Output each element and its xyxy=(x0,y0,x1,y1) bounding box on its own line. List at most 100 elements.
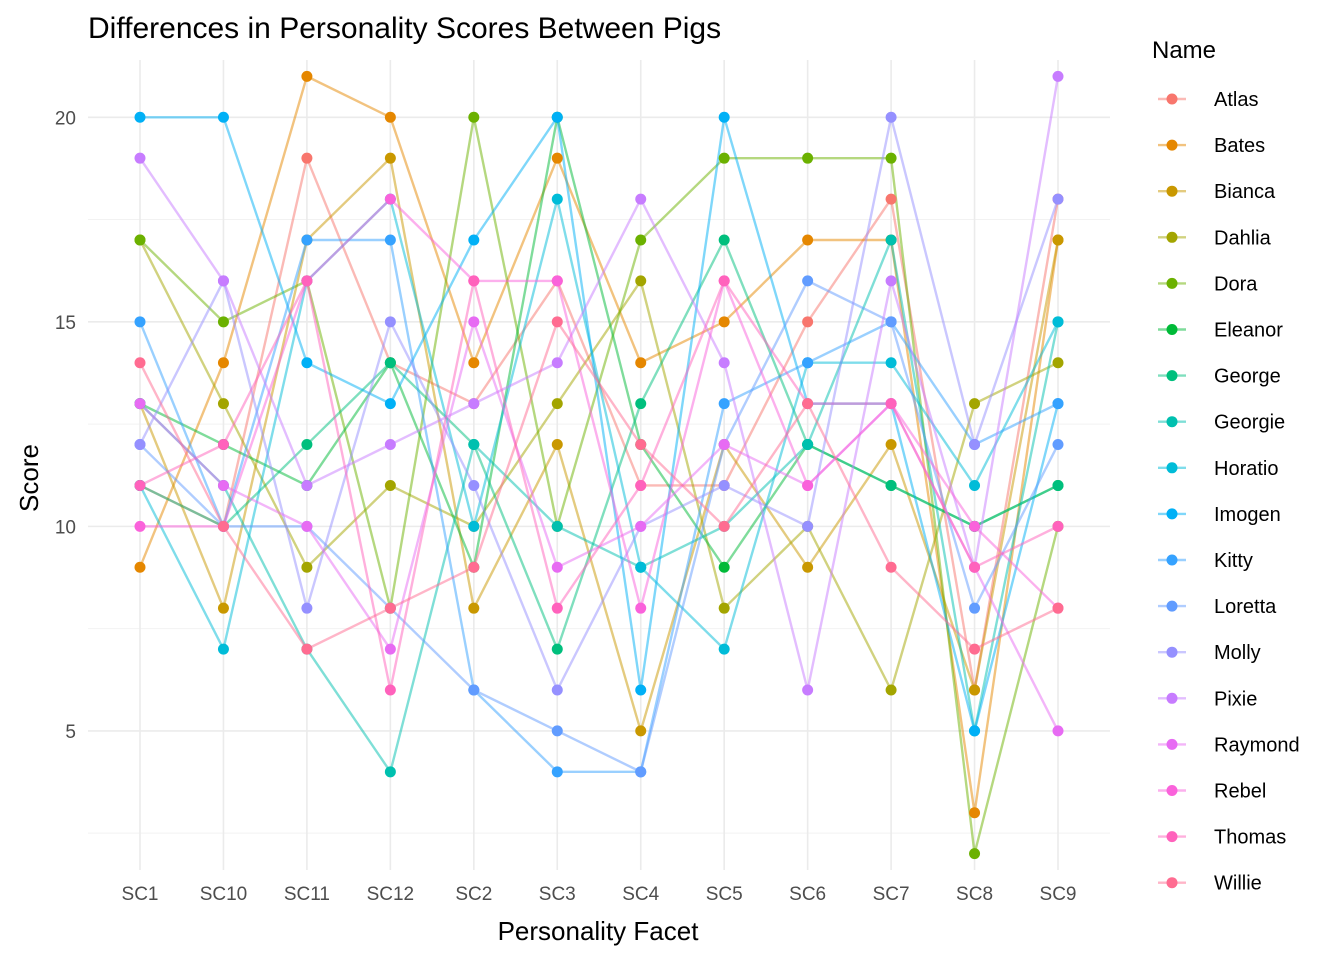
legend-item-bates: Bates xyxy=(1158,135,1265,157)
legend-point xyxy=(1166,324,1178,335)
data-point xyxy=(217,602,229,614)
series-loretta xyxy=(139,279,1060,774)
data-point xyxy=(468,316,480,328)
data-point xyxy=(718,602,730,614)
x-tick-label: SC5 xyxy=(706,884,743,905)
data-point xyxy=(551,766,563,778)
data-point xyxy=(635,602,647,614)
data-point xyxy=(468,684,480,696)
data-point xyxy=(885,439,897,451)
series-line xyxy=(139,76,1060,691)
data-point xyxy=(134,479,146,491)
data-point xyxy=(885,561,897,573)
legend-label: Horatio xyxy=(1214,458,1278,480)
legend-item-dahlia: Dahlia xyxy=(1158,227,1272,249)
legend-label: Dora xyxy=(1214,273,1258,295)
data-point xyxy=(301,275,313,287)
data-point xyxy=(885,684,897,696)
legend-item-loretta: Loretta xyxy=(1158,596,1277,618)
data-point xyxy=(1052,234,1064,246)
data-point xyxy=(551,152,563,164)
legend-label: Bates xyxy=(1214,135,1265,157)
data-point xyxy=(301,561,313,573)
data-point xyxy=(885,193,897,205)
legend-point xyxy=(1166,277,1178,289)
data-point xyxy=(1052,520,1064,532)
data-point xyxy=(468,234,480,246)
data-point xyxy=(802,479,814,491)
data-point xyxy=(718,561,730,573)
data-point xyxy=(301,520,313,532)
legend-item-dora: Dora xyxy=(1158,273,1258,295)
y-tick-label: 10 xyxy=(55,517,76,538)
data-point xyxy=(468,479,480,491)
data-point xyxy=(384,684,396,696)
data-point xyxy=(217,357,229,369)
legend-item-molly: Molly xyxy=(1158,642,1261,664)
legend-label: George xyxy=(1214,366,1281,388)
y-tick-label: 20 xyxy=(55,108,76,129)
data-point xyxy=(969,725,981,737)
legend-item-willie: Willie xyxy=(1158,873,1262,895)
y-axis-title: Score xyxy=(14,444,44,512)
data-point xyxy=(802,439,814,451)
points-willie xyxy=(134,316,1064,655)
series-line xyxy=(139,235,1060,775)
data-point xyxy=(217,479,229,491)
data-point xyxy=(718,439,730,451)
data-point xyxy=(301,357,313,369)
data-point xyxy=(217,439,229,451)
legend-point xyxy=(1166,738,1178,750)
data-point xyxy=(969,602,981,614)
legend-point xyxy=(1166,462,1178,474)
data-point xyxy=(635,275,647,287)
data-point xyxy=(718,275,730,287)
data-point xyxy=(134,111,146,123)
data-point xyxy=(969,561,981,573)
data-point xyxy=(384,234,396,246)
y-tick-label: 15 xyxy=(55,313,76,334)
data-point xyxy=(635,766,647,778)
data-point xyxy=(635,234,647,246)
x-tick-label: SC3 xyxy=(539,884,576,905)
data-point xyxy=(134,398,146,410)
data-point xyxy=(718,111,730,123)
data-point xyxy=(718,357,730,369)
x-tick-label: SC12 xyxy=(367,884,415,905)
data-point xyxy=(468,398,480,410)
data-point xyxy=(217,111,229,123)
data-point xyxy=(134,234,146,246)
data-point xyxy=(384,643,396,655)
data-point xyxy=(885,111,897,123)
legend-label: Rebel xyxy=(1214,781,1266,803)
data-point xyxy=(1052,193,1064,205)
data-point xyxy=(551,398,563,410)
data-point xyxy=(217,316,229,328)
legend-item-rebel: Rebel xyxy=(1158,781,1266,803)
data-point xyxy=(384,111,396,123)
data-point xyxy=(551,602,563,614)
legend-item-eleanor: Eleanor xyxy=(1158,320,1283,342)
legend-label: Loretta xyxy=(1214,596,1277,618)
data-point xyxy=(718,234,730,246)
x-tick-label: SC2 xyxy=(455,884,492,905)
data-point xyxy=(301,70,313,82)
data-point xyxy=(551,439,563,451)
data-point xyxy=(885,316,897,328)
data-point xyxy=(1052,357,1064,369)
data-point xyxy=(718,643,730,655)
legend-point xyxy=(1166,692,1178,704)
data-point xyxy=(134,520,146,532)
series-line xyxy=(140,197,1059,610)
data-point xyxy=(718,152,730,164)
legend-point xyxy=(1166,93,1178,105)
data-point xyxy=(802,520,814,532)
data-point xyxy=(969,848,981,860)
legend-item-george: George xyxy=(1158,366,1281,388)
series-rebel xyxy=(140,197,1059,610)
data-point xyxy=(551,520,563,532)
chart-title: Differences in Personality Scores Betwee… xyxy=(88,12,721,45)
legend-item-georgie: Georgie xyxy=(1158,412,1285,434)
legend-point xyxy=(1166,508,1178,520)
data-point xyxy=(718,520,730,532)
